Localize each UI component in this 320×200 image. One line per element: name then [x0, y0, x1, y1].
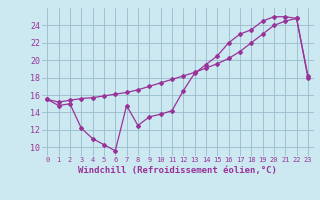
X-axis label: Windchill (Refroidissement éolien,°C): Windchill (Refroidissement éolien,°C) — [78, 166, 277, 175]
